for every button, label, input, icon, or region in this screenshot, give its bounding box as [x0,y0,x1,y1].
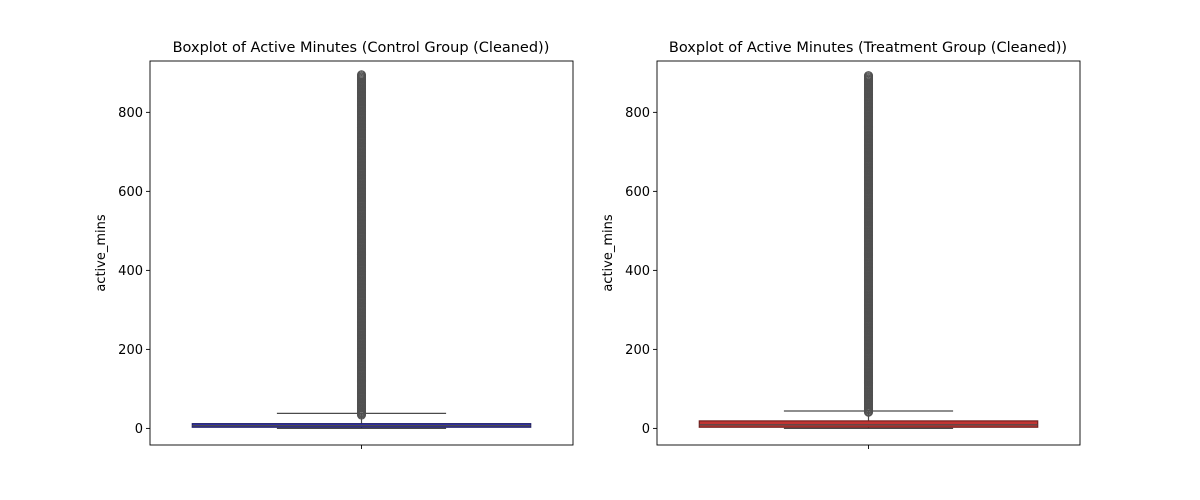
y-tick-label: 0 [642,422,650,437]
outlier-point [863,71,874,81]
y-tick-label: 600 [118,185,143,200]
axes-frame [656,60,1081,446]
y-tick-label: 800 [118,106,143,121]
plot-area: 0 200 400 600 800 [118,70,532,449]
y-tick-label: 400 [118,264,143,279]
treatment-group-boxplot-panel: Boxplot of Active Minutes (Treatment Gro… [601,40,1081,449]
outlier-point [356,70,367,80]
y-tick-label: 800 [625,106,650,121]
y-tick-label: 200 [118,343,143,358]
y-axis-label: active_mins [94,214,109,292]
chart-title: Boxplot of Active Minutes (Control Group… [173,40,550,56]
axes-frame [149,60,574,446]
y-tick-label: 200 [625,343,650,358]
chart-title: Boxplot of Active Minutes (Treatment Gro… [669,40,1067,56]
y-axis-label: active_mins [601,214,616,292]
y-tick-label: 400 [625,264,650,279]
y-tick-label: 0 [135,422,143,437]
plot-area: 0 200 400 600 800 [625,71,1039,449]
iqr-box [698,420,1039,428]
y-tick-label: 600 [625,185,650,200]
control-group-boxplot-panel: Boxplot of Active Minutes (Control Group… [94,40,574,449]
